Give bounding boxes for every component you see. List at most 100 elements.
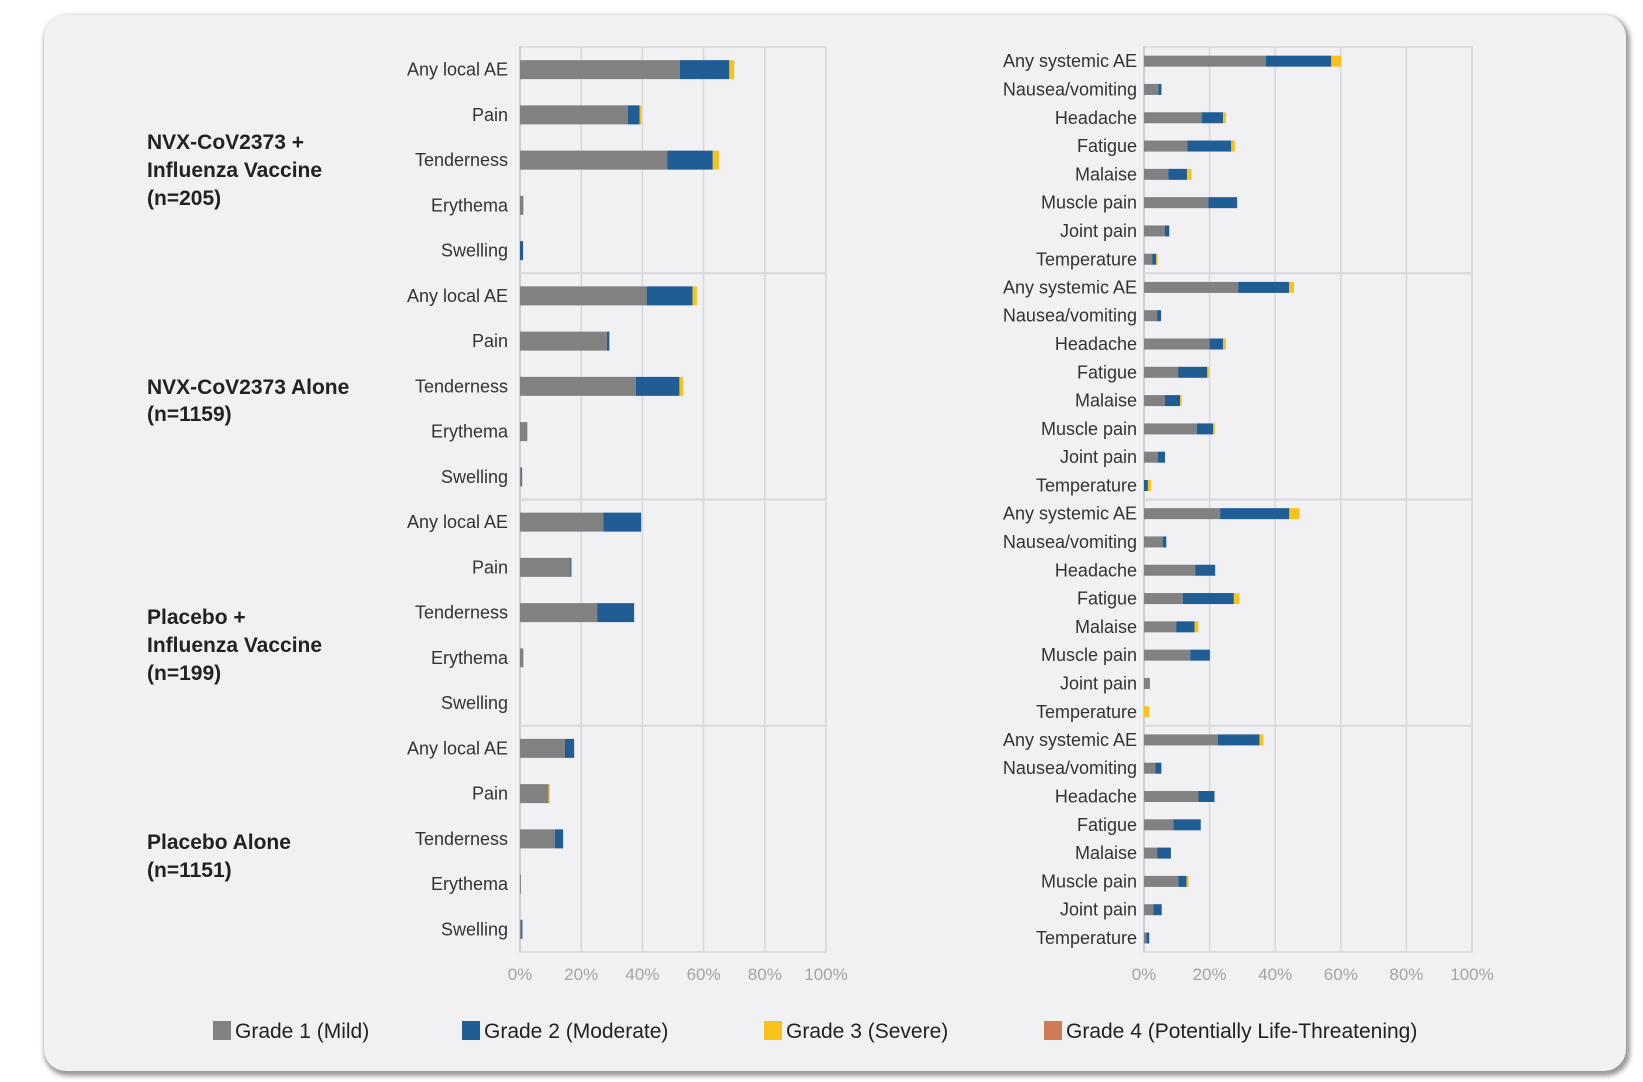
bar-segment-grade3 xyxy=(1186,168,1192,180)
bar-segment-grade1 xyxy=(520,331,607,351)
bar-segment-grade1 xyxy=(520,376,636,396)
category-label: Nausea/vomiting xyxy=(1003,79,1137,99)
group-label: (n=1151) xyxy=(147,859,232,882)
bar-segment-grade1 xyxy=(1144,762,1156,774)
category-label: Malaise xyxy=(1075,164,1137,184)
bar-segment-grade1 xyxy=(1144,649,1191,661)
bar-segment-grade3 xyxy=(712,150,719,170)
bar-segment-grade2 xyxy=(1155,762,1162,774)
bar-segment-grade1 xyxy=(1144,904,1154,916)
x-tick-label: 100% xyxy=(804,965,847,984)
bar-segment-grade3 xyxy=(1331,55,1342,67)
category-label: Joint pain xyxy=(1060,673,1137,693)
legend-item: Grade 1 (Mild) xyxy=(213,1020,369,1043)
bar-segment-grade3 xyxy=(1288,281,1294,293)
x-tick-label: 20% xyxy=(1193,965,1227,984)
x-tick-label: 100% xyxy=(1450,965,1493,984)
bar-segment-grade3 xyxy=(639,105,642,125)
bar-segment-grade1 xyxy=(1144,508,1221,520)
bar-segment-grade1 xyxy=(520,919,522,939)
x-tick-label: 40% xyxy=(1258,965,1292,984)
bar-segment-grade2 xyxy=(1187,140,1232,152)
category-label: Malaise xyxy=(1075,843,1137,863)
bar-segment-grade1 xyxy=(1144,83,1159,95)
category-label: Temperature xyxy=(1036,249,1137,269)
legend-label: Grade 3 (Severe) xyxy=(786,1020,948,1043)
category-label: Joint pain xyxy=(1060,221,1137,241)
bar-segment-grade1 xyxy=(520,105,628,125)
category-label: Muscle pain xyxy=(1041,645,1137,665)
bar-segment-grade1 xyxy=(520,784,549,804)
category-label: Any local AE xyxy=(407,286,508,306)
category-label: Pain xyxy=(472,331,508,351)
category-label: Swelling xyxy=(441,919,508,939)
bar-segment-grade1 xyxy=(520,195,524,215)
category-label: Temperature xyxy=(1036,928,1137,948)
bar-segment-grade1 xyxy=(520,874,521,894)
bar-segment-grade2 xyxy=(570,557,572,577)
bar-segment-grade2 xyxy=(603,512,642,532)
bar-segment-grade1 xyxy=(520,422,528,442)
x-tick-label: 80% xyxy=(748,965,782,984)
bar-segment-grade2 xyxy=(1164,225,1170,237)
category-label: Any local AE xyxy=(407,512,508,532)
category-label: Pain xyxy=(472,784,508,804)
bar-segment-grade1 xyxy=(1144,593,1183,605)
bar-segment-grade3 xyxy=(1231,140,1235,152)
category-label: Any local AE xyxy=(407,738,508,758)
bar-segment-grade1 xyxy=(1144,677,1150,689)
bar-segment-grade2 xyxy=(1220,508,1290,520)
bar-segment-grade2 xyxy=(1157,310,1162,322)
bar-segment-grade1 xyxy=(1144,875,1179,887)
bar-segment-grade3 xyxy=(1194,621,1199,633)
bar-segment-grade3 xyxy=(729,60,735,80)
category-label: Headache xyxy=(1055,334,1137,354)
category-label: Erythema xyxy=(431,874,509,894)
category-label: Temperature xyxy=(1036,476,1137,496)
bar-segment-grade2 xyxy=(1157,847,1171,859)
bar-segment-grade1 xyxy=(1144,55,1267,67)
bar-segment-grade1 xyxy=(520,557,571,577)
bar-segment-grade1 xyxy=(1144,281,1239,293)
legend-swatch xyxy=(213,1021,231,1040)
category-label: Fatigue xyxy=(1077,589,1137,609)
category-label: Any systemic AE xyxy=(1003,277,1137,297)
x-tick-label: 20% xyxy=(564,965,598,984)
category-label: Joint pain xyxy=(1060,900,1137,920)
category-label: Nausea/vomiting xyxy=(1003,306,1137,326)
category-label: Any systemic AE xyxy=(1003,730,1137,750)
bar-segment-grade3 xyxy=(1223,112,1226,124)
bar-segment-grade2 xyxy=(1178,366,1208,378)
category-label: Malaise xyxy=(1075,617,1137,637)
bar-segment-grade2 xyxy=(1196,423,1214,435)
category-label: Nausea/vomiting xyxy=(1003,532,1137,552)
bar-segment-grade2 xyxy=(1158,83,1162,95)
group-label: Placebo + xyxy=(147,606,246,629)
legend-swatch xyxy=(764,1021,782,1040)
category-label: Erythema xyxy=(431,422,509,442)
bar-segment-grade2 xyxy=(564,738,575,758)
x-tick-label: 0% xyxy=(508,965,533,984)
category-label: Erythema xyxy=(431,195,509,215)
bar-segment-grade1 xyxy=(1144,423,1197,435)
group-label: (n=1159) xyxy=(147,403,232,426)
category-label: Headache xyxy=(1055,560,1137,580)
x-tick-label: 60% xyxy=(687,965,721,984)
bar-segment-grade1 xyxy=(1144,819,1174,831)
bar-segment-grade3 xyxy=(1233,593,1240,605)
bar-segment-grade2 xyxy=(1157,451,1165,463)
bar-segment-grade3 xyxy=(1147,480,1151,491)
bar-segment-grade2 xyxy=(1238,281,1289,293)
bar-segment-grade1 xyxy=(520,738,565,758)
bar-segment-grade2 xyxy=(1208,197,1238,209)
bar-segment-grade3 xyxy=(1213,423,1215,435)
x-tick-label: 0% xyxy=(1132,965,1157,984)
group-label: NVX-CoV2373 + xyxy=(147,131,304,154)
legend-item: Grade 2 (Moderate) xyxy=(462,1020,668,1043)
category-label: Nausea/vomiting xyxy=(1003,758,1137,778)
bar-segment-grade1 xyxy=(1144,451,1158,463)
group-label: (n=199) xyxy=(147,662,221,685)
chart-card xyxy=(44,15,1626,1071)
category-label: Erythema xyxy=(431,648,509,668)
